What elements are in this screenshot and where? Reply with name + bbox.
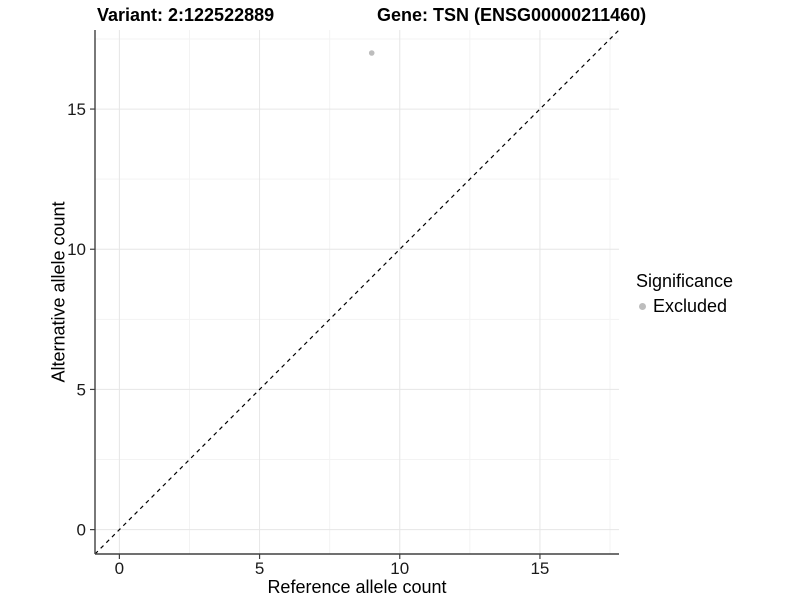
x-tick-label: 0 — [115, 559, 124, 578]
variant-title: Variant: 2:122522889 — [97, 5, 275, 25]
y-tick-label: 10 — [67, 240, 86, 259]
excluded-point-icon — [639, 303, 646, 310]
y-tick-label: 0 — [77, 521, 86, 540]
y-tick-label: 15 — [67, 100, 86, 119]
gene-title: Gene: TSN (ENSG00000211460) — [377, 5, 647, 25]
y-tick-label: 5 — [77, 380, 86, 399]
y-axis-title: Alternative allele count — [48, 201, 69, 383]
data-point — [368, 50, 375, 56]
x-tick-label: 15 — [530, 559, 549, 578]
legend: Significance Excluded — [636, 271, 733, 317]
identity-reference-line — [94, 29, 620, 555]
x-axis-title: Reference allele count — [267, 577, 447, 597]
legend-item-label: Excluded — [653, 296, 728, 316]
x-tick-label: 5 — [255, 559, 264, 578]
legend-item-excluded: Excluded — [636, 296, 733, 317]
x-tick-label: 10 — [390, 559, 409, 578]
legend-title: Significance — [636, 271, 734, 291]
